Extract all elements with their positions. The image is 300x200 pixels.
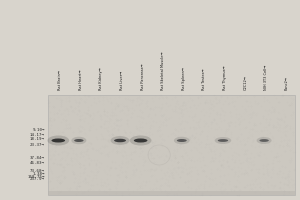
Text: 37.84→: 37.84→ <box>30 156 45 160</box>
Ellipse shape <box>47 136 69 146</box>
Ellipse shape <box>114 139 126 142</box>
Ellipse shape <box>52 138 65 142</box>
Ellipse shape <box>215 137 231 144</box>
Ellipse shape <box>177 139 187 142</box>
Text: 14.17→: 14.17→ <box>30 133 45 137</box>
Bar <box>48 191 295 195</box>
Text: 46.83→: 46.83→ <box>30 161 45 165</box>
Ellipse shape <box>111 136 130 145</box>
Text: Rat Brain→: Rat Brain→ <box>58 70 62 90</box>
Text: Rat Kidney→: Rat Kidney→ <box>100 67 104 90</box>
Text: Rat Heart→: Rat Heart→ <box>79 70 83 90</box>
Text: Rat Skeletal Muscle→: Rat Skeletal Muscle→ <box>161 51 165 90</box>
Text: 158.75→: 158.75→ <box>28 174 45 178</box>
Ellipse shape <box>74 139 84 142</box>
Ellipse shape <box>174 137 190 144</box>
Ellipse shape <box>134 138 147 142</box>
Ellipse shape <box>260 139 269 142</box>
Bar <box>48 95 295 195</box>
Text: 23.37→: 23.37→ <box>30 142 45 146</box>
Text: C2C12→: C2C12→ <box>244 75 248 90</box>
Text: 73.68→: 73.68→ <box>30 169 45 173</box>
Ellipse shape <box>218 139 228 142</box>
Text: Panc2→: Panc2→ <box>285 76 289 90</box>
Text: Rat Liver→: Rat Liver→ <box>120 71 124 90</box>
Ellipse shape <box>130 136 152 146</box>
Text: 237.5→: 237.5→ <box>30 178 45 182</box>
Text: 18.19→: 18.19→ <box>30 138 45 142</box>
Text: Rat Thymus→: Rat Thymus→ <box>223 66 227 90</box>
Text: Rat Spleen→: Rat Spleen→ <box>182 67 186 90</box>
Text: 1.38→: 1.38→ <box>32 172 45 176</box>
Text: 9.10→: 9.10→ <box>32 128 45 132</box>
Text: Rat Pancreas→: Rat Pancreas→ <box>141 64 145 90</box>
Text: NIH 3T3 Cell→: NIH 3T3 Cell→ <box>264 65 268 90</box>
Ellipse shape <box>71 137 86 144</box>
Ellipse shape <box>256 137 272 144</box>
Text: Rat Testes→: Rat Testes→ <box>202 68 206 90</box>
